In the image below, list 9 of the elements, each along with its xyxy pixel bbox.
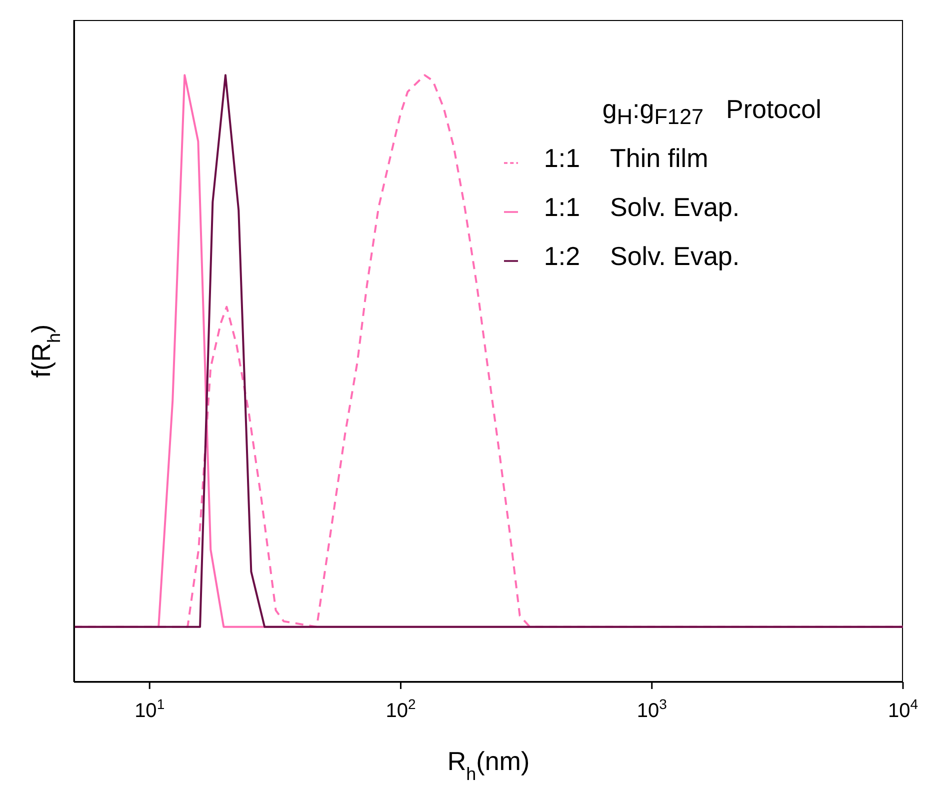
x-tick-label: 10$^{4}$ (888, 696, 918, 722)
legend-label: 1:2 Solv. Evap. (544, 241, 740, 271)
legend-label: 1:1 Thin film (544, 143, 708, 173)
legend-label: 1:1 Solv. Evap. (544, 192, 740, 222)
x-tick-label: 10$^{2}$ (386, 696, 416, 722)
x-tick-label: 10$^{1}$ (134, 696, 165, 722)
x-axis-title: R$_{h}$(nm) (447, 746, 530, 784)
x-tick-label: 10$^{3}$ (636, 696, 668, 722)
legend-title: g$_{H}$:g$_{F127}$ Protocol (602, 94, 822, 130)
